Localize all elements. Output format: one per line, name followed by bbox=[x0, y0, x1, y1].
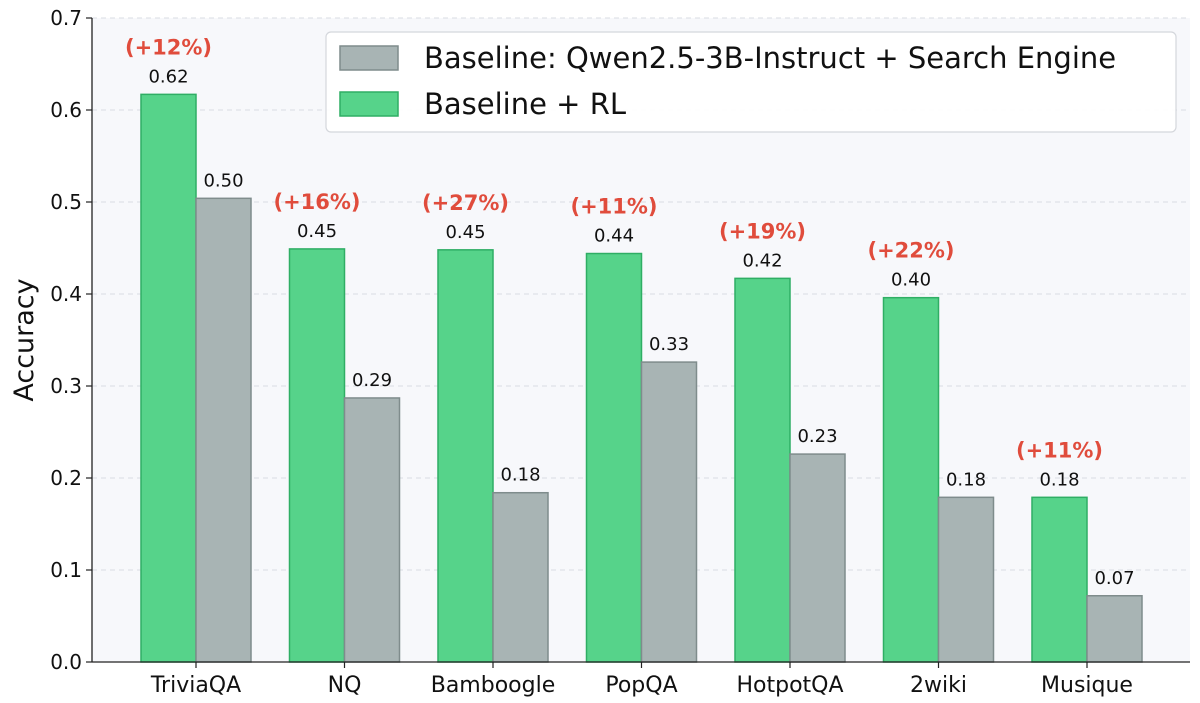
bar-rl bbox=[288, 248, 346, 663]
bars bbox=[140, 93, 1143, 663]
value-label-baseline: 0.18 bbox=[500, 465, 540, 486]
x-tick-label: NQ bbox=[328, 673, 362, 698]
x-tick-label: TriviaQA bbox=[150, 673, 241, 698]
value-label-rl: 0.62 bbox=[148, 66, 188, 87]
value-label-rl: 0.44 bbox=[594, 226, 634, 247]
legend-box bbox=[325, 31, 1177, 133]
y-tick-label: 0.2 bbox=[50, 466, 82, 490]
legend-label-baseline: Baseline: Qwen2.5-3B-Instruct + Search E… bbox=[424, 41, 1116, 75]
gain-label: (+11%) bbox=[570, 195, 657, 219]
y-tick-label: 0.0 bbox=[50, 650, 82, 674]
value-label-baseline: 0.18 bbox=[946, 469, 986, 490]
gain-label: (+11%) bbox=[1016, 438, 1103, 462]
value-label-baseline: 0.07 bbox=[1094, 568, 1134, 589]
gain-label: (+12%) bbox=[125, 35, 212, 59]
gain-label: (+22%) bbox=[867, 239, 954, 263]
y-tick-label: 0.1 bbox=[50, 558, 82, 582]
value-label-baseline: 0.50 bbox=[203, 170, 243, 191]
bar-rl bbox=[585, 252, 643, 663]
bar-rl bbox=[140, 93, 197, 663]
data-labels: 0.62 0.50 (+12%) 0.45 0.29 (+16%) 0.45 0.18 (+27… bbox=[125, 35, 1135, 588]
bar-baseline bbox=[937, 496, 995, 663]
bar-rl bbox=[437, 249, 494, 663]
axes: 0.0 0.1 0.2 0.3 0.4 0.5 0.6 0.7 TriviaQA NQ Bamboo… bbox=[50, 6, 1190, 698]
bar-baseline bbox=[789, 453, 846, 663]
gain-label: (+16%) bbox=[273, 190, 360, 214]
y-tick-label: 0.4 bbox=[50, 282, 82, 306]
x-tick-label: Musique bbox=[1041, 673, 1133, 698]
value-label-rl: 0.18 bbox=[1039, 469, 1079, 490]
value-label-rl: 0.45 bbox=[445, 222, 485, 243]
x-tick-label: HotpotQA bbox=[736, 673, 843, 698]
y-tick-label: 0.3 bbox=[50, 374, 82, 398]
y-tick-label: 0.6 bbox=[50, 98, 82, 122]
bar-baseline bbox=[492, 491, 549, 663]
bar-baseline bbox=[1086, 595, 1143, 663]
bar-rl bbox=[1031, 496, 1088, 663]
bar-baseline bbox=[343, 397, 401, 663]
legend-swatch-baseline bbox=[339, 45, 399, 71]
x-tick-label: Bamboogle bbox=[431, 673, 556, 698]
bar-baseline bbox=[640, 361, 698, 663]
y-axis-title: Accuracy bbox=[9, 278, 40, 401]
bar-baseline bbox=[195, 197, 252, 663]
value-label-rl: 0.40 bbox=[891, 270, 931, 291]
legend-swatch-rl bbox=[339, 91, 399, 117]
y-tick-label: 0.7 bbox=[50, 6, 82, 30]
value-label-baseline: 0.33 bbox=[649, 334, 689, 355]
gain-label: (+19%) bbox=[719, 219, 806, 243]
value-label-rl: 0.45 bbox=[297, 221, 337, 242]
gain-label: (+27%) bbox=[422, 191, 509, 215]
value-label-baseline: 0.29 bbox=[352, 370, 392, 391]
x-tick-label: 2wiki bbox=[910, 673, 967, 698]
y-tick-label: 0.5 bbox=[50, 190, 82, 214]
value-label-baseline: 0.23 bbox=[797, 426, 837, 447]
bar-rl bbox=[734, 277, 791, 663]
bar-rl bbox=[882, 296, 940, 663]
legend-label-rl: Baseline + RL bbox=[424, 87, 626, 121]
x-tick-label: PopQA bbox=[605, 673, 677, 698]
value-label-rl: 0.42 bbox=[742, 250, 782, 271]
legend: Baseline: Qwen2.5-3B-Instruct + Search E… bbox=[325, 31, 1177, 133]
